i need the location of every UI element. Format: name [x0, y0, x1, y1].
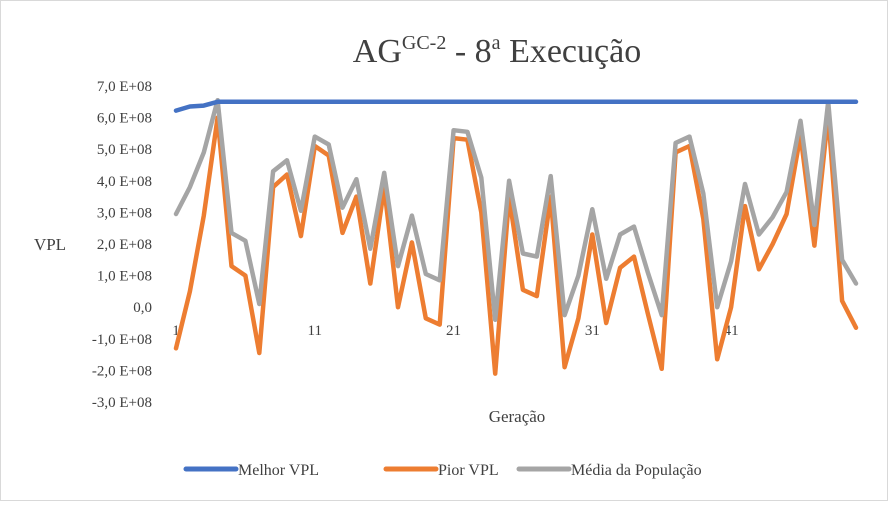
y-tick-label: 1,0 E+08	[97, 269, 152, 285]
legend-label-media-da-populacao: Média da População	[571, 462, 702, 479]
series-line-melhor-vpl	[173, 99, 859, 113]
x-axis-title: Geração	[489, 407, 546, 426]
y-tick-label: 7,0 E+08	[97, 79, 152, 95]
series-lines	[173, 97, 859, 376]
x-tick-label: 21	[446, 323, 461, 339]
legend: Melhor VPL Pior VPL Média da População	[183, 462, 702, 479]
y-tick-label: 6,0 E+08	[97, 111, 152, 127]
legend-label-melhor-vpl: Melhor VPL	[238, 462, 319, 479]
y-tick-label: -2,0 E+08	[92, 363, 152, 379]
y-tick-label: 3,0 E+08	[97, 205, 152, 221]
y-axis-tick-labels: 7,0 E+08 6,0 E+08 5,0 E+08 4,0 E+08 3,0 E+08…	[92, 79, 152, 411]
y-tick-label: 0,0	[133, 300, 152, 316]
chart-title-main: AG	[353, 33, 402, 70]
y-tick-label: 5,0 E+08	[97, 142, 152, 158]
x-tick-label: 11	[308, 323, 322, 339]
x-tick-label: 1	[172, 323, 180, 339]
y-axis-title: VPL	[34, 235, 66, 254]
chart-title-ordinal: a	[492, 32, 501, 54]
x-tick-label: 31	[585, 323, 600, 339]
chart-title: AGGC-2 - 8a Execução	[353, 32, 641, 70]
chart-title-middle: - 8	[446, 33, 491, 70]
y-tick-label: -3,0 E+08	[92, 395, 152, 411]
y-tick-label: 4,0 E+08	[97, 174, 152, 190]
chart-title-superscript: GC-2	[402, 32, 446, 54]
series-line-media-da-populacao	[173, 97, 859, 323]
legend-label-pior-vpl: Pior VPL	[438, 462, 499, 479]
y-tick-label: -1,0 E+08	[92, 332, 152, 348]
series-line-pior-vpl	[173, 112, 859, 376]
y-tick-label: 2,0 E+08	[97, 237, 152, 253]
chart-title-tail: Execução	[501, 33, 642, 70]
